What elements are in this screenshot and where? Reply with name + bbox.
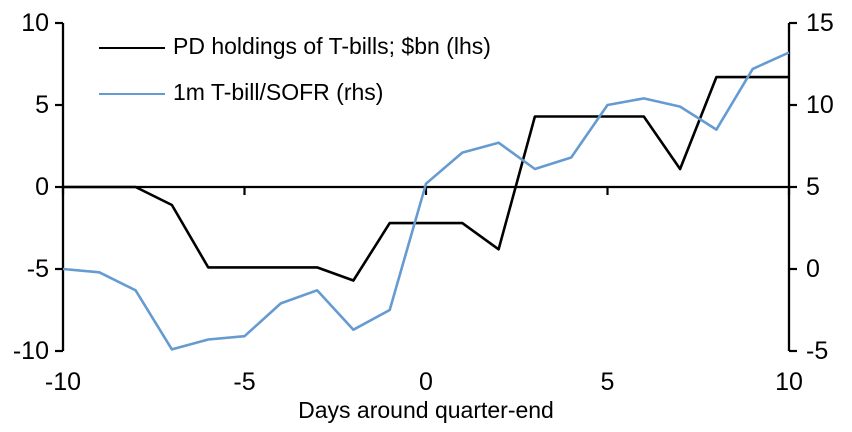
x-axis-tick-label: 5 (600, 368, 615, 396)
right-axis-tick-label: 10 (806, 91, 834, 119)
left-axis-tick-label: -10 (12, 337, 49, 365)
x-axis-tick-label: 0 (419, 368, 433, 396)
x-axis-title: Days around quarter-end (298, 397, 554, 423)
left-axis-tick-label: 10 (21, 9, 49, 37)
x-axis-tick-label: 10 (775, 368, 803, 396)
legend-label-tbill-sofr: 1m T-bill/SOFR (rhs) (173, 79, 384, 105)
legend: PD holdings of T-bills; $bn (lhs) 1m T-b… (99, 34, 491, 104)
right-axis-tick-label: 5 (806, 173, 820, 201)
x-axis-tick-label: -10 (44, 368, 82, 396)
legend-label-pd-holdings: PD holdings of T-bills; $bn (lhs) (173, 33, 491, 59)
right-axis-tick-label: 15 (806, 9, 834, 37)
legend-line-swatch-pd-holdings (99, 47, 165, 49)
series-line-1 (62, 51, 790, 351)
x-axis-tick-label: -5 (233, 368, 256, 396)
series-line-0 (63, 75, 789, 282)
left-axis-tick-label: 0 (35, 173, 49, 201)
right-axis-tick-label: 0 (806, 255, 820, 283)
left-axis-tick-label: -5 (26, 255, 49, 283)
right-axis-tick-label: -5 (806, 337, 829, 365)
legend-item-pd-holdings: PD holdings of T-bills; $bn (lhs) (99, 34, 491, 58)
left-axis-tick-label: 5 (35, 91, 49, 119)
legend-item-tbill-sofr: 1m T-bill/SOFR (rhs) (99, 80, 491, 104)
legend-line-swatch-tbill-sofr (99, 93, 165, 95)
